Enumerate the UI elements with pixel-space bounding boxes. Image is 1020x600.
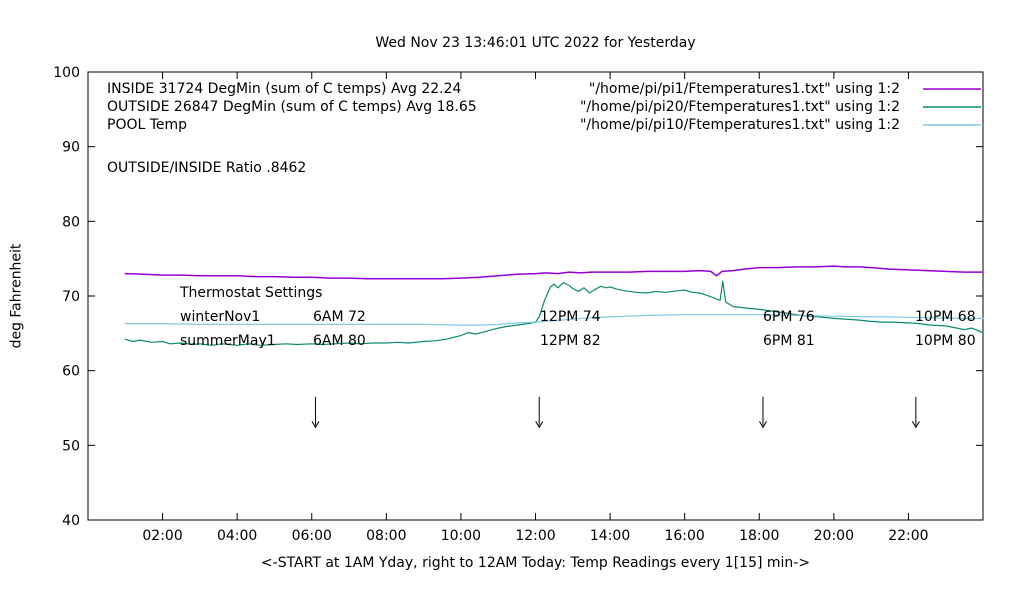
x-tick-label: 14:00 xyxy=(590,528,630,544)
x-tick-label: 16:00 xyxy=(664,528,704,544)
outside-summary-text: OUTSIDE 26847 DegMin (sum of C temps) Av… xyxy=(107,99,477,115)
x-tick-label: 06:00 xyxy=(292,528,332,544)
x-axis-label: <-START at 1AM Yday, right to 12AM Today… xyxy=(260,555,811,571)
y-tick-label: 100 xyxy=(53,65,80,81)
summer-12pm-setting: 12PM 82 xyxy=(540,333,601,349)
chart-title: Wed Nov 23 13:46:01 UTC 2022 for Yesterd… xyxy=(375,35,696,51)
summer-10pm-setting: 10PM 80 xyxy=(915,333,976,349)
winter-6pm-setting: 6PM 76 xyxy=(763,309,815,325)
x-tick-label: 12:00 xyxy=(515,528,555,544)
schedule-arrow-head-icon xyxy=(911,421,920,429)
x-tick-label: 02:00 xyxy=(142,528,182,544)
summer-schedule-name: summerMay1 xyxy=(180,333,276,349)
x-tick-label: 22:00 xyxy=(888,528,928,544)
y-tick-label: 40 xyxy=(62,513,80,529)
winter-12pm-setting: 12PM 74 xyxy=(540,309,601,325)
schedule-arrow-head-icon xyxy=(311,421,320,429)
summer-6pm-setting: 6PM 81 xyxy=(763,333,815,349)
legend-label-inside: "/home/pi/pi1/Ftemperatures1.txt" using … xyxy=(588,81,900,97)
x-tick-label: 20:00 xyxy=(814,528,854,544)
y-tick-label: 70 xyxy=(62,289,80,305)
outside-temp-line xyxy=(124,280,984,346)
x-tick-label: 08:00 xyxy=(366,528,406,544)
x-tick-label: 18:00 xyxy=(739,528,779,544)
outside-inside-ratio-text: OUTSIDE/INSIDE Ratio .8462 xyxy=(107,160,307,176)
y-tick-label: 80 xyxy=(62,214,80,230)
inside-summary-text: INSIDE 31724 DegMin (sum of C temps) Avg… xyxy=(107,81,462,97)
y-tick-label: 90 xyxy=(62,140,80,156)
y-tick-label: 50 xyxy=(62,438,80,454)
legend-label-pool: "/home/pi/pi10/Ftemperatures1.txt" using… xyxy=(579,117,900,133)
y-axis-label: deg Fahrenheit xyxy=(8,243,25,349)
schedule-arrow-head-icon xyxy=(759,421,767,429)
legend-label-outside: "/home/pi/pi20/Ftemperatures1.txt" using… xyxy=(579,99,900,115)
pool-temp-label: POOL Temp xyxy=(107,117,188,133)
pool-temp-line xyxy=(124,314,984,326)
winter-10pm-setting: 10PM 68 xyxy=(915,309,976,325)
thermostat-settings-title: Thermostat Settings xyxy=(180,285,323,301)
y-tick-label: 60 xyxy=(62,364,80,380)
summer-6am-setting: 6AM 80 xyxy=(313,333,366,349)
inside-temp-line xyxy=(124,265,984,280)
x-tick-label: 10:00 xyxy=(441,528,481,544)
winter-schedule-name: winterNov1 xyxy=(180,309,261,325)
x-tick-label: 04:00 xyxy=(217,528,257,544)
schedule-arrow-head-icon xyxy=(535,421,544,429)
winter-6am-setting: 6AM 72 xyxy=(313,309,366,325)
